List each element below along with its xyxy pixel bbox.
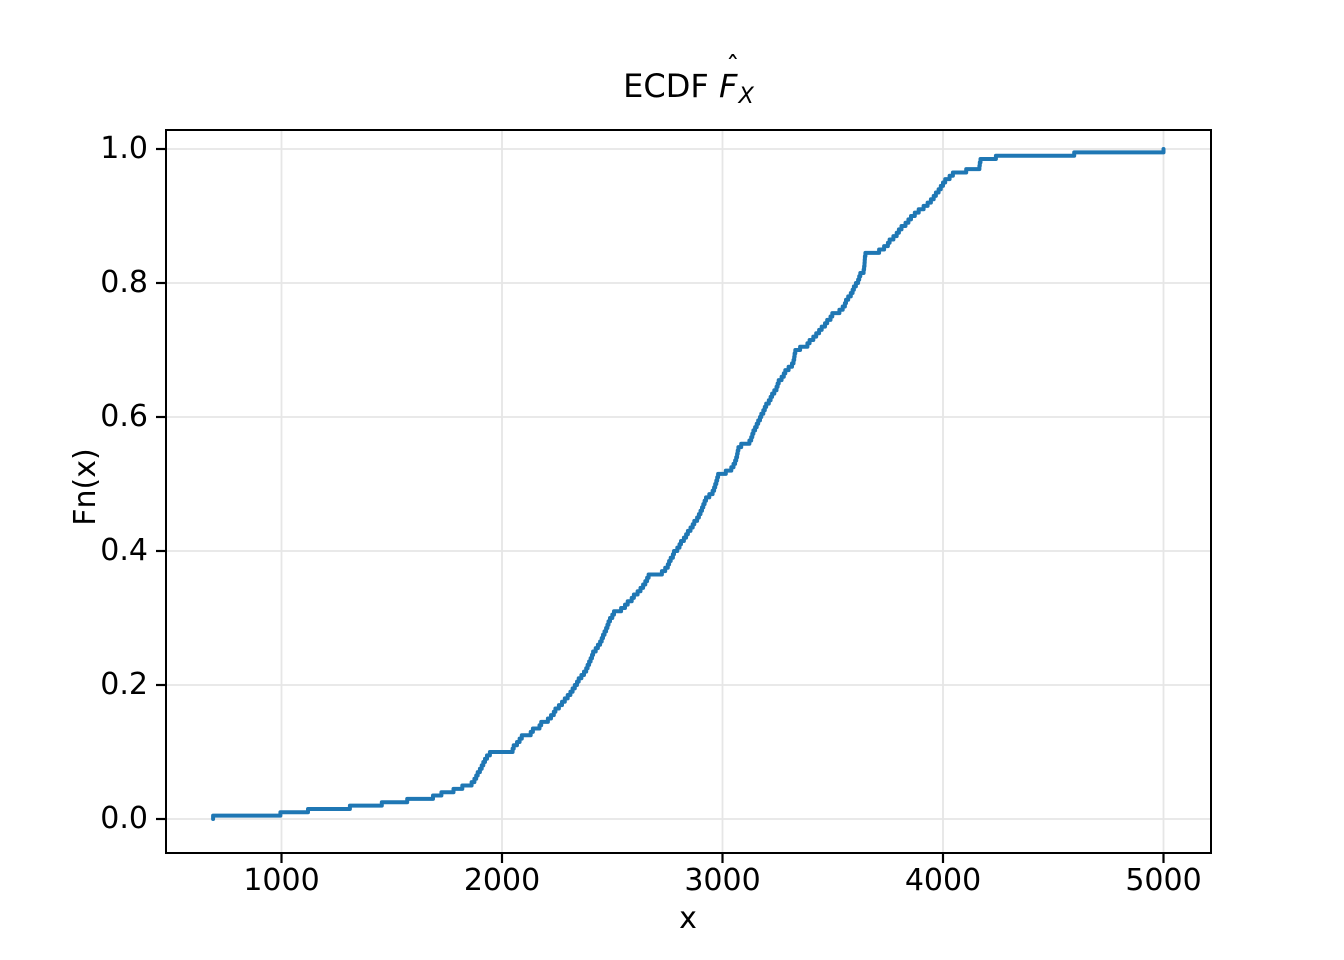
gridlines	[167, 131, 1210, 852]
title-text: ECDF	[623, 67, 709, 105]
title-math-subscript: X	[738, 82, 754, 109]
y-axis-label: Fn(x)	[68, 448, 103, 526]
axes-spines	[165, 129, 1212, 854]
x-tick-label: 4000	[904, 863, 982, 898]
axis-tick-marks	[156, 147, 1165, 863]
y-tick-label: 0.4	[100, 533, 148, 568]
y-tick-label: 0.2	[100, 667, 148, 702]
chart-title: ECDF F ˆ X	[166, 54, 1211, 107]
x-tick-label: 1000	[243, 863, 320, 898]
y-tick-label: 0.0	[100, 801, 148, 836]
ecdf-step-curve	[211, 147, 1166, 821]
x-axis-label: x	[679, 901, 697, 936]
y-tick-label: 1.0	[100, 131, 148, 166]
title-hat-accent: ˆ	[726, 51, 740, 83]
x-tick-label: 3000	[684, 863, 761, 898]
y-tick-label: 0.8	[100, 265, 148, 300]
x-tick-label: 5000	[1125, 863, 1202, 898]
title-f-letter: F	[718, 67, 738, 105]
y-tick-label: 0.6	[100, 399, 148, 434]
x-tick-label: 2000	[463, 863, 541, 898]
